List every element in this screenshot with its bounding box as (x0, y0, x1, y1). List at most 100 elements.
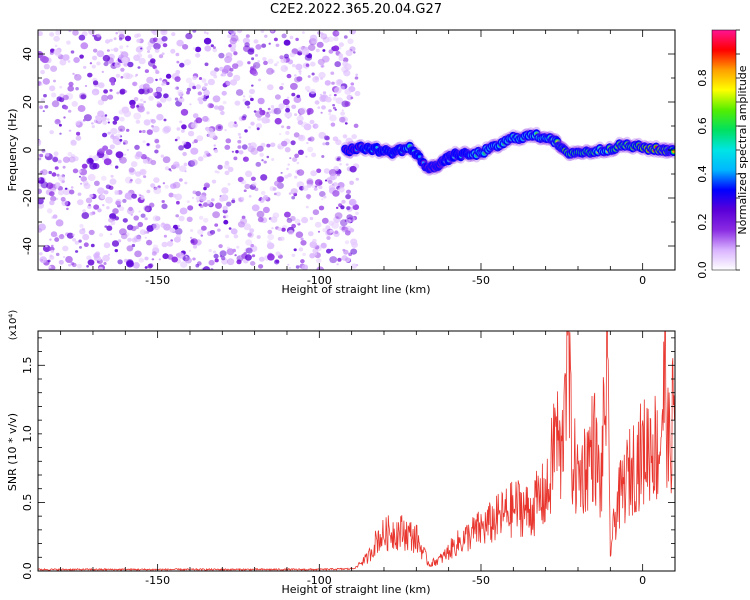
heatmap-noise-speck (87, 72, 93, 78)
heatmap-noise-speck (156, 87, 162, 93)
heatmap-noise-speck (164, 166, 170, 171)
heatmap-noise-speck (342, 230, 346, 233)
heatmap-noise-speck (155, 70, 160, 74)
heatmap-noise-speck (207, 78, 215, 86)
heatmap-noise-speck (260, 174, 268, 181)
heatmap-noise-speck (270, 105, 275, 109)
heatmap-noise-speck (96, 61, 101, 66)
heatmap-noise-speck (126, 128, 130, 132)
heatmap-noise-speck (133, 215, 139, 221)
colorbar-tick-label: 0.2 (696, 213, 709, 231)
heatmap-noise-speck (335, 97, 343, 104)
heatmap-noise-speck (297, 46, 305, 53)
heatmap-noise-speck (333, 182, 338, 187)
x-tick-label: -50 (472, 574, 490, 587)
heatmap-noise-speck (263, 160, 267, 164)
heatmap-noise-speck (273, 107, 282, 115)
heatmap-noise-speck (328, 184, 336, 191)
heatmap-noise-speck (144, 266, 148, 269)
heatmap-noise-speck (199, 194, 207, 202)
heatmap-noise-speck (90, 243, 95, 248)
heatmap-noise-speck (235, 150, 239, 154)
heatmap-noise-speck (117, 239, 122, 243)
heatmap-noise-speck (205, 184, 210, 188)
heatmap-noise-speck (329, 114, 337, 122)
heatmap-noise-speck (308, 231, 314, 237)
heatmap-noise-speck (129, 99, 136, 106)
heatmap-noise-speck (104, 225, 108, 228)
heatmap-noise-speck (173, 161, 180, 168)
heatmap-noise-speck (316, 41, 324, 48)
heatmap-noise-speck (332, 136, 339, 142)
heatmap-noise-speck (297, 134, 306, 142)
heatmap-noise-speck (338, 42, 344, 47)
heatmap-noise-speck (77, 192, 82, 196)
heatmap-noise-speck (228, 44, 232, 48)
heatmap-noise-speck (233, 51, 238, 56)
heatmap-noise-speck (54, 166, 59, 170)
heatmap-noise-speck (140, 154, 147, 160)
heatmap-noise-speck (283, 53, 289, 59)
heatmap-noise-speck (345, 137, 354, 145)
heatmap-noise-speck (248, 95, 252, 99)
heatmap-noise-speck (244, 247, 251, 254)
heatmap-noise-speck (286, 167, 289, 171)
heatmap-noise-speck (159, 77, 163, 81)
heatmap-noise-speck (182, 44, 189, 50)
heatmap-noise-speck (140, 98, 144, 102)
heatmap-noise-speck (225, 138, 232, 144)
heatmap-noise-speck (283, 39, 291, 46)
snr-y-ticks: 0.0 0.5 1.0 1.5 (21, 337, 675, 580)
heatmap-noise-speck (318, 131, 327, 139)
heatmap-noise-speck (242, 114, 247, 119)
heatmap-noise-speck (103, 158, 112, 166)
heatmap-noise-speck (176, 127, 181, 131)
heatmap-noise-speck (192, 30, 197, 33)
heatmap-noise-speck (249, 88, 255, 95)
heatmap-noise-speck (242, 95, 246, 98)
heatmap-noise-speck (251, 57, 255, 61)
heatmap-noise-speck (80, 94, 87, 100)
heatmap-noise-speck (227, 57, 233, 61)
heatmap-noise-speck (213, 149, 219, 153)
heatmap-noise-speck (137, 66, 141, 69)
heatmap-noise-speck (179, 178, 183, 182)
heatmap-noise-speck (240, 218, 248, 225)
heatmap-noise-speck (113, 115, 120, 122)
heatmap-noise-speck (152, 92, 158, 97)
heatmap-noise-speck (113, 47, 119, 53)
heatmap-noise-speck (101, 70, 105, 73)
heatmap-noise-speck (341, 109, 344, 112)
heatmap-noise-speck (104, 114, 108, 117)
heatmap-noise-speck (277, 227, 282, 232)
heatmap-noise-speck (158, 54, 164, 59)
heatmap-noise-speck (161, 203, 168, 210)
heatmap-noise-speck (144, 256, 149, 261)
heatmap-noise-speck (66, 232, 74, 239)
heatmap-noise-speck (40, 181, 49, 189)
heatmap-noise-speck (282, 98, 290, 106)
heatmap-noise-speck (190, 229, 194, 232)
heatmap-noise-speck (257, 217, 264, 223)
heatmap-noise-speck (303, 123, 312, 131)
heatmap-noise-speck (192, 47, 196, 50)
heatmap-noise-speck (72, 30, 79, 36)
heatmap-noise-speck (80, 182, 83, 185)
heatmap-noise-speck (242, 98, 247, 102)
heatmap-noise-speck (50, 249, 54, 253)
heatmap-noise-speck (343, 249, 349, 255)
heatmap-noise-speck (243, 189, 247, 192)
heatmap-noise-speck (175, 52, 180, 57)
heatmap-noise-speck (201, 225, 207, 231)
heatmap-noise-speck (258, 256, 265, 262)
heatmap-noise-speck (301, 264, 309, 270)
heatmap-noise-speck (322, 55, 330, 63)
heatmap-noise-speck (195, 263, 200, 268)
heatmap-noise-speck (124, 90, 128, 93)
heatmap-noise-speck (242, 156, 249, 162)
heatmap-noise-speck (180, 108, 189, 116)
heatmap-noise-speck (114, 249, 119, 253)
heatmap-noise-speck (45, 245, 48, 248)
heatmap-noise-speck (296, 161, 300, 165)
heatmap-noise-speck (339, 163, 342, 166)
